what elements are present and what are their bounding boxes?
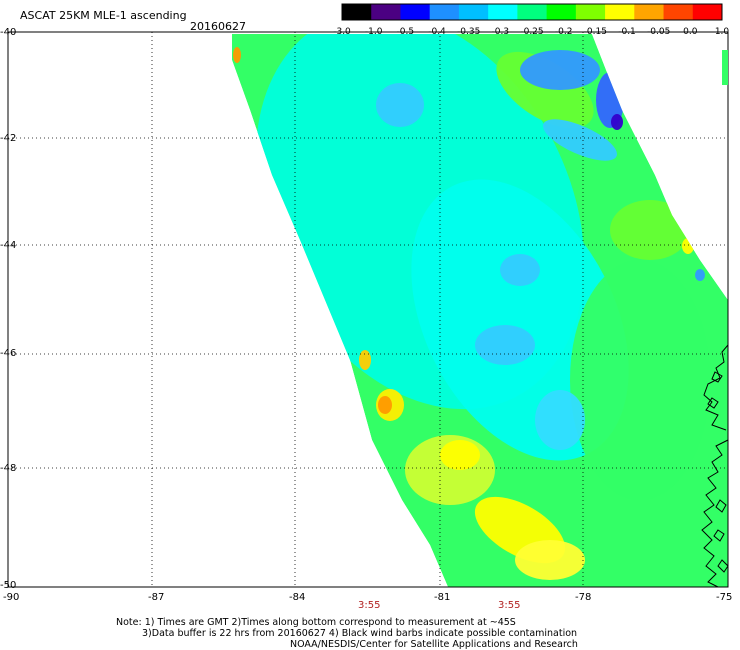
colorbar-swatch: [605, 4, 635, 20]
lon-label: -90: [3, 592, 20, 603]
colorbar-swatch: [517, 4, 548, 20]
coastline-segment: [713, 529, 725, 542]
pass-time: 3:55: [498, 600, 521, 611]
value-patch: [695, 269, 705, 281]
value-patch: [500, 254, 540, 286]
edge-pixels: [722, 50, 728, 85]
colorbar-label: -0.15: [583, 27, 607, 37]
coastline-segment: [703, 344, 729, 431]
value-patch: [520, 50, 600, 90]
value-patch: [543, 119, 617, 161]
colorbar-swatch: [458, 4, 489, 20]
colorbar-label: -1.0: [364, 27, 383, 37]
lat-label: -46: [0, 348, 17, 359]
colorbar-label: -0.4: [428, 27, 446, 37]
colorbar-swatch: [342, 4, 372, 20]
colorbar-label: -0.25: [520, 27, 544, 37]
value-patch: [378, 396, 392, 414]
colorbar-swatch: [634, 4, 665, 20]
lat-label: -50: [0, 580, 17, 591]
lat-label: -40: [0, 27, 17, 38]
lon-label: -75: [716, 592, 733, 603]
colorbar-swatch: [546, 4, 577, 20]
product-date: 20160627: [190, 20, 246, 33]
value-patch: [611, 114, 623, 130]
coastline-segment: [707, 397, 719, 409]
colorbar-swatch: [400, 4, 431, 20]
lon-label: -81: [434, 592, 451, 603]
lat-label: -48: [0, 463, 17, 474]
coastline-segment: [701, 439, 729, 588]
lat-label: -44: [0, 240, 17, 251]
value-patch: [359, 350, 371, 370]
colorbar-swatch: [488, 4, 518, 20]
value-patch: [515, 540, 585, 580]
colorbar-label: -0.2: [554, 27, 573, 37]
coastline-segment: [711, 371, 723, 383]
colorbar-label: -0.05: [647, 27, 671, 37]
colorbar-label: -3.0: [333, 27, 351, 37]
coastline-segment: [715, 499, 727, 513]
lon-label: -84: [289, 592, 306, 603]
pass-time: 3:55: [358, 600, 381, 611]
colorbar-label: -0.1: [618, 27, 636, 37]
value-patch: [376, 83, 424, 127]
colorbar-label: -0.5: [396, 27, 415, 37]
lat-label: -42: [0, 133, 17, 144]
colorbar-swatch: [692, 4, 723, 20]
note-line-3: NOAA/NESDIS/Center for Satellite Applica…: [290, 639, 578, 650]
product-title: ASCAT 25KM MLE-1 ascending: [20, 9, 187, 22]
value-patch: [440, 440, 480, 470]
lat-lon-grid: [8, 32, 728, 587]
lon-label: -87: [148, 592, 165, 603]
colorbar-swatch: [663, 4, 694, 20]
colorbar: [341, 3, 723, 21]
coastline-segment: [717, 559, 729, 573]
lon-label: -78: [575, 592, 592, 603]
colorbar-swatch: [371, 4, 401, 20]
value-patch: [570, 260, 710, 500]
colorbar-swatch: [429, 4, 460, 20]
note-line-1: Note: 1) Times are GMT 2)Times along bot…: [116, 617, 516, 628]
colorbar-label: -0.3: [491, 27, 510, 37]
note-line-2: 3)Data buffer is 22 hrs from 20160627 4)…: [142, 628, 578, 639]
coastline: [701, 344, 729, 588]
data-swath: [232, 34, 728, 587]
colorbar-label: 1.0: [714, 27, 730, 37]
colorbar-swatch: [575, 4, 606, 20]
value-patch: [233, 47, 241, 63]
colorbar-label: -0.35: [457, 27, 481, 37]
value-patch: [535, 390, 585, 450]
map-frame: [7, 31, 729, 588]
colorbar-label: 0.0: [683, 27, 698, 37]
value-patch: [475, 325, 535, 365]
colorbar-border: [341, 3, 723, 21]
value-patch: [610, 200, 690, 260]
